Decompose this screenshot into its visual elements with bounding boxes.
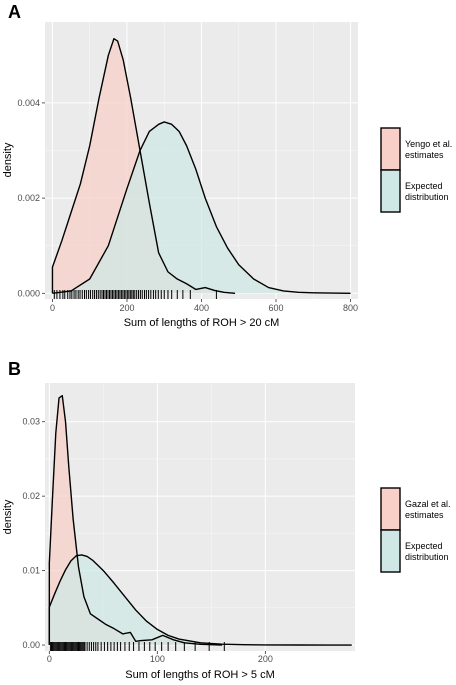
x-ticks-b: 0 100 200 (47, 651, 273, 664)
density-areas-a (51, 37, 351, 294)
y-tick-label: 0.002 (17, 193, 40, 203)
density-area-series-2 (52, 121, 351, 294)
density-line-series-1 (51, 37, 236, 294)
x-tick-label: 0 (50, 303, 55, 313)
legend-a: Yengo et al. estimates Expected distributio… (380, 127, 452, 213)
legend-label-series-1: Gazal et al. estimates (405, 499, 451, 520)
y-tick-label: 0.000 (17, 288, 40, 298)
y-ticks-a: 0.000 0.002 0.004 (17, 98, 45, 298)
x-tick-label: 100 (150, 654, 165, 664)
density-areas-b (48, 394, 352, 646)
y-axis-title-b: density (2, 499, 14, 534)
density-line-series-2 (48, 554, 352, 646)
density-line-series-1 (48, 394, 223, 646)
grid-a (45, 22, 358, 299)
x-ticks-a: 0 200 400 600 800 (50, 299, 358, 313)
density-area-series-1 (52, 38, 236, 294)
x-tick-label: 200 (119, 303, 134, 313)
panel-letter-b: B (8, 359, 21, 379)
x-axis-title-b: Sum of lengths of ROH > 5 cM (125, 669, 274, 681)
legend-key-series-1 (380, 127, 401, 171)
x-tick-label: 600 (269, 303, 284, 313)
y-axis-title-a: density (2, 142, 14, 177)
density-area-series-2 (49, 554, 352, 646)
x-tick-label: 200 (258, 654, 273, 664)
x-tick-label: 800 (343, 303, 358, 313)
x-axis-title-a: Sum of lengths of ROH > 20 cM (124, 317, 280, 329)
panel-b: B 0 100 200 0.00 0.01 0.02 0.03 Sum of length… (2, 359, 451, 681)
panel-a: A 0 200 400 600 800 0.000 0.002 0.004 Sum of l… (2, 2, 452, 329)
y-tick-label: 0.004 (17, 98, 40, 108)
legend-key-series-2 (380, 169, 401, 213)
rug-a (53, 290, 217, 299)
x-tick-label: 400 (194, 303, 209, 313)
rug-b (49, 642, 225, 651)
legend-label-series-2: Expected distribution (405, 181, 449, 202)
panel-letter-a: A (8, 2, 21, 22)
density-line-series-2 (52, 121, 351, 294)
x-tick-label: 0 (47, 654, 52, 664)
y-tick-label: 0.02 (22, 491, 40, 501)
y-tick-label: 0.03 (22, 417, 40, 427)
legend-label-series-2: Expected distribution (405, 541, 449, 562)
legend-key-series-2 (380, 529, 401, 573)
legend-key-series-1 (380, 487, 401, 531)
legend-b: Gazal et al. estimates Expected distributio… (380, 487, 451, 573)
y-tick-label: 0.01 (22, 566, 40, 576)
y-ticks-b: 0.00 0.01 0.02 0.03 (22, 417, 45, 650)
legend-label-series-1: Yengo et al. estimates (405, 139, 452, 160)
y-tick-label: 0.00 (22, 640, 40, 650)
